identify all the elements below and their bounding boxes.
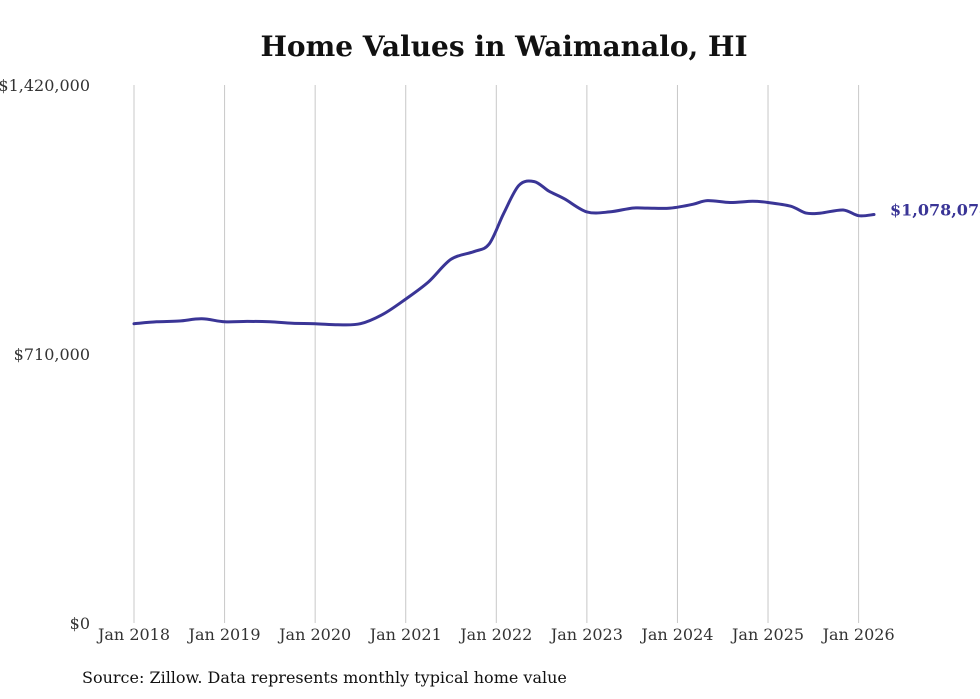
x-tick-label: Jan 2024	[639, 625, 713, 644]
x-tick-label: Jan 2025	[730, 625, 804, 644]
home-value-line	[132, 179, 876, 327]
y-tick-label: $1,420,000	[0, 76, 90, 95]
chart-title: Home Values in Waimanalo, HI	[260, 30, 748, 63]
gridlines	[133, 85, 860, 623]
x-tick-label: Jan 2018	[96, 625, 170, 644]
x-tick-label: Jan 2020	[277, 625, 351, 644]
x-axis-ticks: Jan 2018 Jan 2019 Jan 2020 Jan 2021 Jan 2022…	[96, 625, 895, 644]
x-tick-label: Jan 2019	[187, 625, 261, 644]
x-tick-label: Jan 2021	[368, 625, 442, 644]
x-tick-label: Jan 2022	[458, 625, 532, 644]
y-tick-label: $710,000	[14, 345, 90, 364]
end-value-text: $1,078,074	[890, 201, 980, 220]
end-value-label: $1,078,074	[890, 201, 980, 220]
x-tick-label: Jan 2023	[549, 625, 623, 644]
y-tick-label: $0	[70, 614, 90, 633]
source-note: Source: Zillow. Data represents monthly …	[82, 668, 567, 687]
y-axis-ticks: $0 $710,000 $1,420,000	[0, 76, 90, 633]
x-tick-label: Jan 2026	[821, 625, 895, 644]
